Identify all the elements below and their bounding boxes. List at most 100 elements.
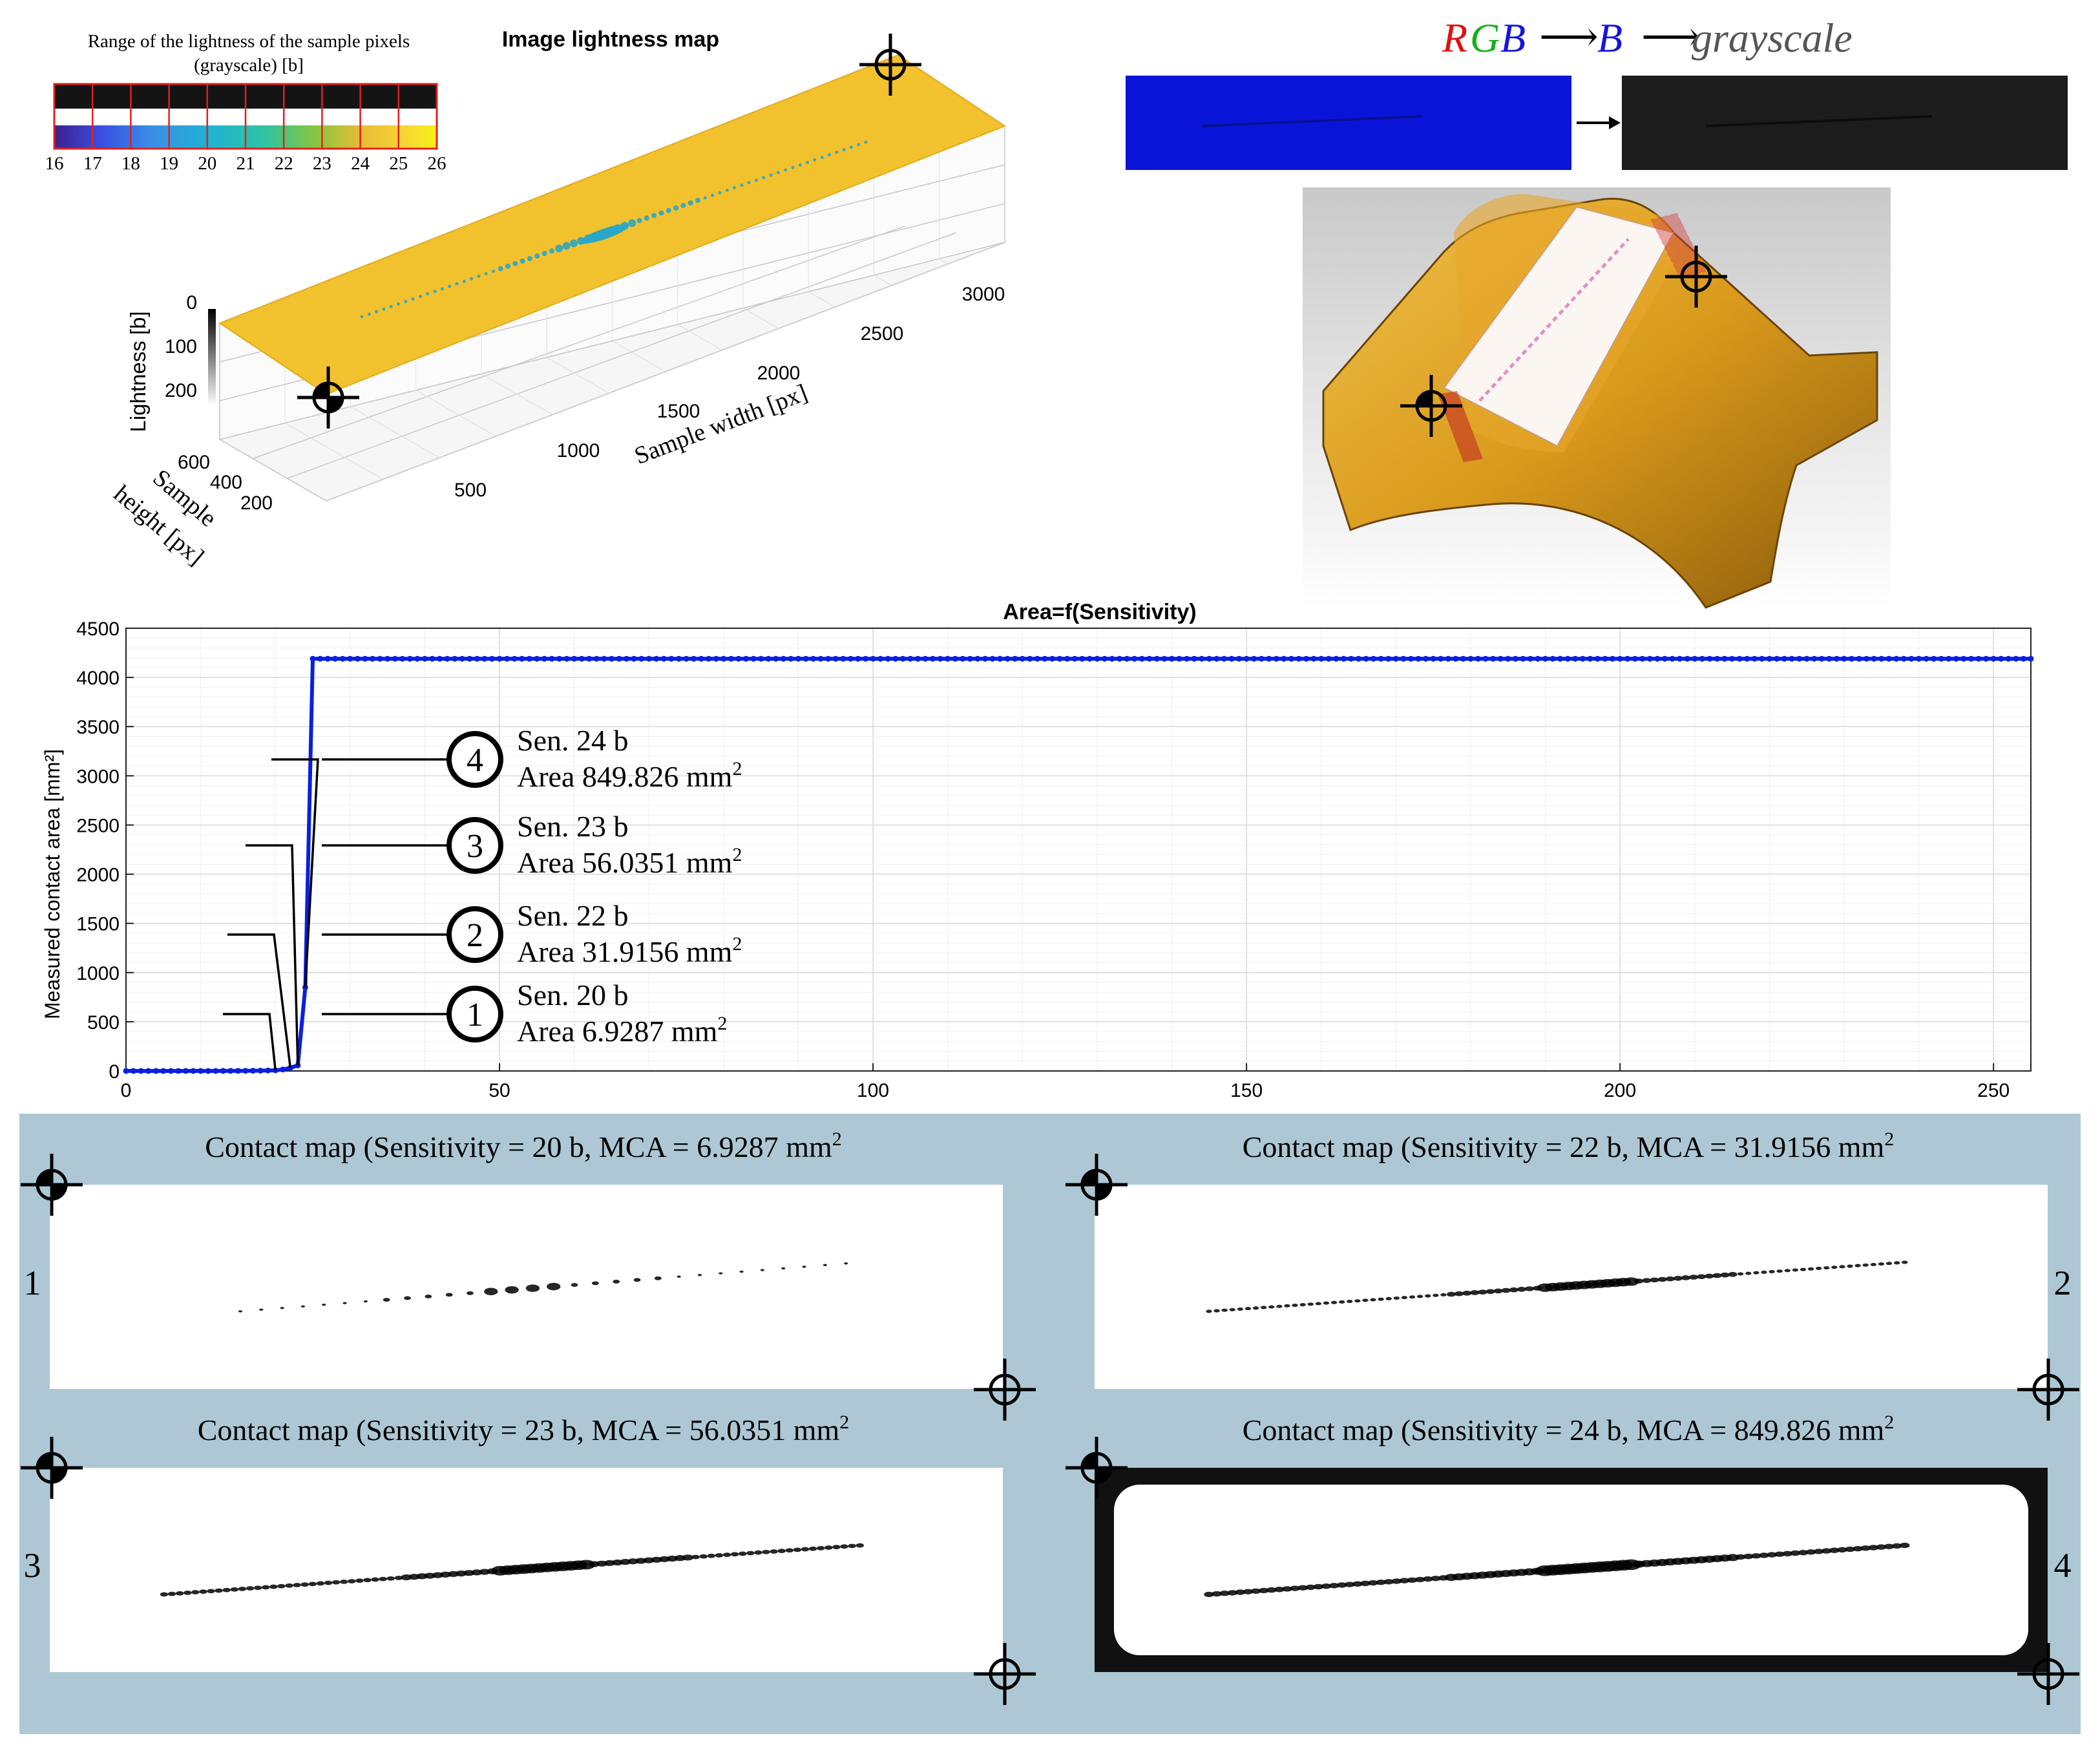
colorbar-tick-label: 20 bbox=[198, 153, 216, 174]
data-point bbox=[1916, 655, 1922, 662]
contact-spot bbox=[363, 1578, 372, 1583]
contact-spot bbox=[1370, 1298, 1376, 1302]
data-point bbox=[1781, 655, 1787, 662]
data-point bbox=[1146, 655, 1153, 662]
data-point bbox=[788, 655, 794, 662]
formula-grayscale: grayscale bbox=[1692, 15, 1853, 61]
gray-strip-trace bbox=[1705, 115, 1933, 127]
data-point bbox=[832, 655, 839, 662]
data-point bbox=[198, 1068, 204, 1074]
data-point bbox=[1453, 655, 1459, 662]
data-point bbox=[250, 1068, 257, 1074]
data-point bbox=[1482, 655, 1489, 662]
contact-spot bbox=[1738, 1272, 1744, 1276]
data-point bbox=[780, 655, 786, 662]
callout-number-badge bbox=[446, 906, 503, 963]
data-point bbox=[1706, 655, 1713, 662]
gear-crosshair-end bbox=[1665, 246, 1727, 308]
y-tick-label: 1500 bbox=[76, 914, 120, 935]
contact-spot bbox=[1807, 1267, 1814, 1271]
y-tick-label: 2500 bbox=[76, 815, 120, 836]
contact-spot bbox=[832, 1545, 841, 1549]
contact-spot bbox=[1416, 1295, 1423, 1298]
data-point bbox=[406, 655, 413, 662]
data-point bbox=[519, 655, 525, 662]
data-point bbox=[1475, 655, 1482, 662]
callout-sensitivity: Sen. 20 b bbox=[517, 979, 629, 1011]
callout-area: Area 6.9287 mm2 bbox=[517, 1013, 727, 1048]
contact-spot bbox=[844, 1262, 848, 1265]
contact-spot bbox=[1244, 1307, 1252, 1311]
formula-r: R bbox=[1442, 15, 1467, 61]
data-point bbox=[713, 655, 719, 662]
data-point bbox=[586, 655, 593, 662]
rgb-pipeline-panel: R G B ⟶ B ⟶ grayscale bbox=[1126, 14, 2068, 609]
trace-dot bbox=[433, 290, 437, 293]
data-point bbox=[421, 655, 428, 662]
data-point bbox=[1064, 655, 1071, 662]
contact-spot bbox=[1407, 1577, 1418, 1583]
contact-spot bbox=[1845, 1546, 1855, 1552]
series-line-group bbox=[123, 655, 2034, 1074]
data-point bbox=[937, 655, 943, 662]
data-point bbox=[855, 655, 861, 662]
contact-spot bbox=[1728, 1272, 1738, 1277]
contact-map-title-superscript: 2 bbox=[1884, 1128, 1894, 1150]
callout-number: 2 bbox=[467, 917, 483, 954]
data-point bbox=[324, 655, 331, 662]
data-point bbox=[1340, 655, 1347, 662]
data-point bbox=[459, 655, 465, 662]
data-point bbox=[750, 655, 757, 662]
contact-spot bbox=[1665, 1276, 1675, 1282]
data-point bbox=[1228, 655, 1235, 662]
data-point bbox=[765, 655, 772, 662]
y-tick-label: 500 bbox=[87, 1012, 120, 1033]
data-point bbox=[1938, 655, 1944, 662]
data-point bbox=[235, 1068, 241, 1074]
contact-spot bbox=[324, 1580, 333, 1585]
data-point bbox=[1213, 655, 1220, 662]
data-point bbox=[496, 655, 503, 662]
callout-area-superscript: 2 bbox=[717, 1013, 727, 1034]
data-point bbox=[1243, 655, 1250, 662]
floor-grid-line bbox=[742, 308, 779, 329]
data-point bbox=[1990, 655, 1997, 662]
data-point bbox=[1027, 655, 1033, 662]
contact-spot bbox=[363, 1300, 368, 1303]
contact-spot bbox=[1623, 1277, 1639, 1286]
data-point bbox=[1042, 655, 1048, 662]
contact-spot bbox=[682, 1554, 694, 1561]
contact-spot bbox=[1720, 1272, 1730, 1278]
trace-dot bbox=[418, 295, 422, 299]
contact-map-title-superscript: 2 bbox=[832, 1128, 842, 1150]
contact-spot bbox=[1650, 1277, 1659, 1283]
contact-spot bbox=[1681, 1275, 1691, 1280]
data-point bbox=[1654, 655, 1661, 662]
trace-dot bbox=[820, 155, 824, 159]
callout-number-badge bbox=[446, 731, 503, 788]
trace-dot bbox=[541, 251, 547, 257]
contact-spot bbox=[262, 1585, 270, 1590]
y-tick-label: 1000 bbox=[76, 963, 120, 984]
floor-grid-line bbox=[612, 341, 666, 372]
floor-grid-line bbox=[874, 275, 892, 286]
contact-spot bbox=[230, 1587, 239, 1592]
data-point bbox=[1841, 655, 1847, 662]
trace-dot bbox=[658, 210, 664, 216]
trace-hotspot bbox=[580, 224, 629, 244]
colorbar-tick-label: 25 bbox=[389, 153, 408, 174]
contact-spot bbox=[1454, 1291, 1464, 1297]
contact-spot bbox=[191, 1590, 200, 1594]
colorbar-tick-label: 26 bbox=[428, 153, 446, 174]
data-point bbox=[138, 1068, 144, 1074]
callout-number-badge bbox=[446, 817, 503, 874]
contact-map-title-text: Contact map (Sensitivity = 23 b, MCA = 5… bbox=[198, 1414, 840, 1446]
contact-map-image bbox=[50, 1185, 1003, 1389]
contact-spot bbox=[823, 1264, 828, 1267]
grayscale-strip bbox=[1622, 76, 2068, 170]
data-point bbox=[675, 655, 682, 662]
contact-map-number: 1 bbox=[24, 1264, 41, 1302]
trace-dot bbox=[498, 266, 503, 271]
data-point bbox=[945, 655, 951, 662]
data-point bbox=[1378, 655, 1384, 662]
